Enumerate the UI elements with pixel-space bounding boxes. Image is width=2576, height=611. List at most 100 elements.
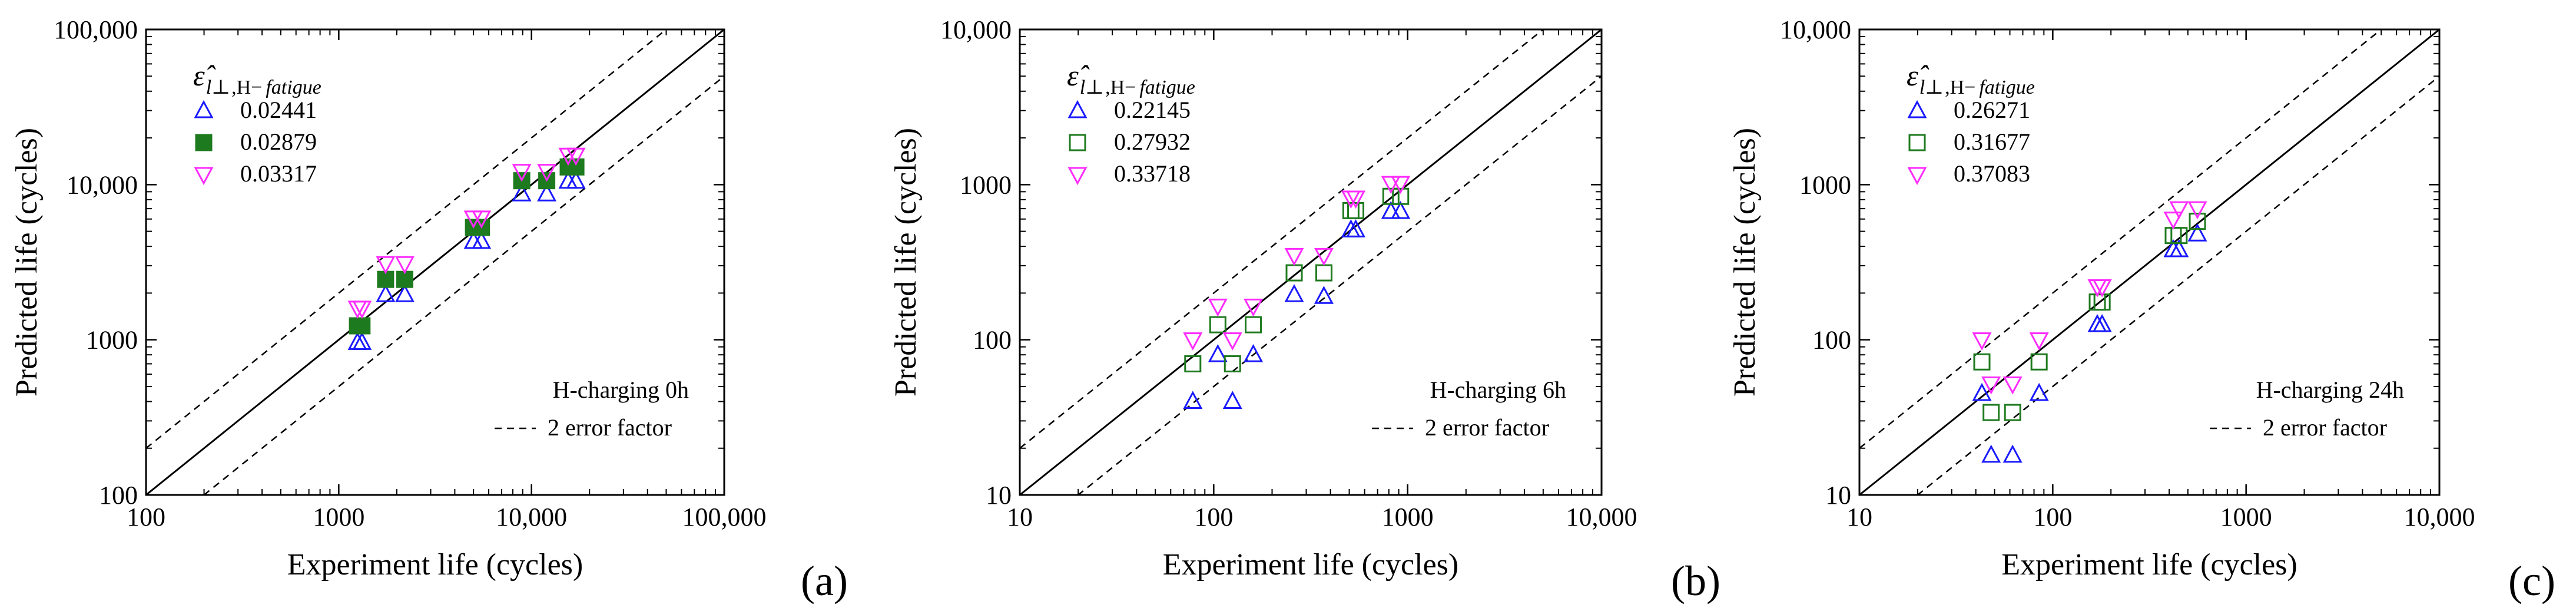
data-point [396, 270, 413, 288]
x-tick-label: 10,000 [1566, 503, 1637, 531]
y-tick-label: 1000 [1799, 170, 1851, 199]
y-axis-title: Predicted life (cycles) [889, 128, 923, 397]
data-point [1183, 391, 1203, 409]
data-point [472, 230, 492, 249]
legend-label: 0.22145 [1114, 97, 1191, 123]
data-point [1981, 444, 2001, 463]
panel-label: (b) [1671, 557, 1720, 605]
data-point [537, 164, 557, 182]
data-point [1209, 316, 1226, 333]
data-point [2003, 376, 2023, 395]
reference-lines [1020, 29, 1602, 495]
lower-error-line [203, 75, 724, 495]
data-point [472, 210, 492, 229]
legend-marker [194, 100, 214, 118]
data-point [353, 317, 371, 335]
data-point [1972, 332, 1992, 351]
data-point [538, 172, 556, 190]
data-point [1208, 344, 1228, 362]
y-tick-label: 1000 [86, 326, 138, 355]
data-point [1284, 284, 1304, 302]
reference-lines [1859, 29, 2439, 495]
data-point [2169, 239, 2189, 257]
y-tick-label: 100 [1812, 326, 1851, 355]
plot-frame [1019, 28, 1603, 496]
upper-error-line [146, 29, 668, 449]
x-tick-label: 1000 [2220, 503, 2272, 531]
data-point [1184, 355, 1202, 372]
y-tick-label: 100,000 [54, 15, 138, 44]
data-point [1973, 353, 1991, 371]
data-point [2030, 353, 2048, 371]
y-tick-label: 100 [99, 481, 138, 510]
data-point [566, 170, 586, 189]
y-tick-label: 100 [973, 326, 1012, 355]
data-point [1314, 247, 1334, 266]
legend-label: 0.02879 [240, 128, 317, 155]
data-point [2003, 444, 2023, 463]
data-point [352, 300, 372, 319]
x-axis-title: Experiment life (cycles) [287, 548, 583, 582]
x-tick-label: 1000 [1382, 503, 1434, 531]
data-point [1392, 187, 1410, 205]
data-point [376, 284, 396, 302]
legend-label: 0.37083 [1954, 160, 2030, 187]
data-point [1972, 382, 1992, 401]
upper-error-line [1020, 29, 1544, 449]
x-tick-label: 100 [1194, 503, 1233, 531]
condition-annotation: H-charging 24h [2256, 376, 2404, 403]
data-point [1347, 202, 1365, 219]
legend-label: 0.03317 [240, 160, 317, 187]
panel-label: (a) [801, 557, 848, 605]
upper-error-line [1859, 29, 2383, 449]
legend-marker [1908, 134, 1926, 151]
data-point [1982, 404, 2000, 421]
series-0.22145 [1183, 200, 1411, 409]
x-tick-label: 100 [2033, 503, 2072, 531]
lower-error-line [1916, 75, 2439, 495]
legend-marker [195, 134, 213, 151]
data-point [1346, 190, 1366, 209]
legend-title: ε̂l⊥,H− fatigue [193, 59, 321, 98]
data-point [1245, 316, 1262, 333]
error-factor-legend-label: 2 error factor [548, 414, 672, 441]
x-tick-label: 100 [127, 503, 165, 531]
data-point [566, 147, 586, 166]
data-point [2163, 212, 2183, 230]
legend-marker [194, 167, 214, 186]
data-point [2029, 332, 2049, 351]
data-point [567, 158, 585, 176]
condition-annotation: H-charging 0h [553, 376, 689, 403]
series-0.31677 [1973, 213, 2206, 421]
y-axis-title: Predicted life (cycles) [10, 128, 44, 397]
data-point [2187, 201, 2207, 220]
x-axis-title: Experiment life (cycles) [1163, 548, 1458, 582]
data-point [1346, 219, 1366, 237]
x-tick-label: 10,000 [496, 503, 567, 531]
data-point [352, 332, 372, 350]
y-tick-label: 1000 [960, 170, 1012, 199]
series-0.37083 [1972, 201, 2207, 395]
error-factor-legend-label: 2 error factor [1425, 414, 1549, 441]
legend-marker [1907, 100, 1927, 118]
legend-title: ε̂l⊥,H− fatigue [1907, 59, 2035, 98]
error-factor-legend-label: 2 error factor [2263, 414, 2387, 441]
data-point [2187, 223, 2207, 242]
data-point [512, 164, 532, 182]
data-point [1391, 176, 1411, 194]
data-point [2004, 404, 2021, 421]
y-tick-label: 10,000 [940, 15, 1012, 44]
data-point [2092, 313, 2112, 332]
data-point [376, 256, 396, 275]
series-0.33718 [1183, 176, 1411, 351]
y-tick-label: 10 [1825, 481, 1851, 510]
legend-marker [1067, 100, 1088, 118]
data-point [1315, 264, 1332, 282]
legend-marker [1069, 134, 1086, 151]
lower-error-line [1077, 75, 1602, 495]
one-to-one-line [1859, 29, 2439, 495]
